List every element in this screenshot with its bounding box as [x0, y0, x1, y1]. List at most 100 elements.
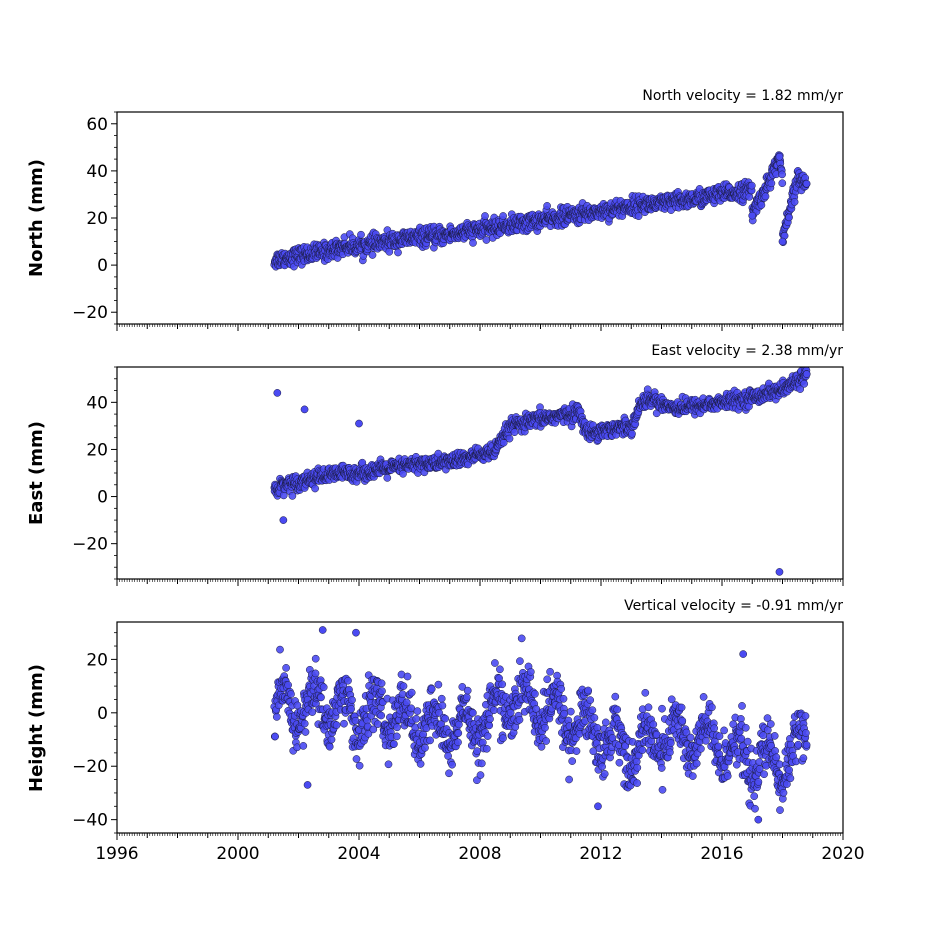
data-point — [546, 667, 554, 676]
data-point — [714, 742, 723, 751]
data-point — [373, 720, 382, 728]
data-point — [799, 754, 808, 762]
data-point — [271, 732, 279, 741]
data-point — [541, 723, 549, 732]
y-tick-label: 0 — [97, 704, 108, 724]
data-point — [311, 484, 319, 493]
outlier-point — [355, 419, 363, 428]
data-point — [496, 665, 504, 674]
east-panel: East velocity = 2.38 mm/yr East (mm) −20… — [26, 343, 844, 586]
data-point — [801, 712, 810, 720]
data-point — [802, 741, 811, 749]
data-point — [473, 747, 481, 755]
data-point — [649, 720, 658, 729]
data-point — [608, 734, 617, 742]
y-tick-label: −20 — [72, 535, 108, 555]
y-tick-label: 0 — [97, 256, 108, 276]
outlier-point — [318, 626, 327, 634]
data-point — [319, 683, 328, 692]
outlier-point — [273, 389, 282, 397]
data-point — [491, 659, 499, 667]
outlier-point — [802, 370, 811, 378]
data-point — [761, 192, 770, 201]
data-point — [572, 747, 581, 755]
data-point — [633, 779, 641, 787]
data-point — [754, 778, 763, 786]
data-point — [516, 657, 524, 665]
data-point — [454, 738, 462, 747]
data-point — [352, 755, 361, 763]
data-point — [559, 694, 568, 703]
data-point — [692, 759, 701, 768]
data-point — [738, 702, 746, 710]
data-point — [486, 715, 494, 723]
y-tick-label: −20 — [72, 757, 108, 777]
data-point — [557, 684, 566, 693]
y-tick-label: 40 — [86, 393, 108, 413]
data-point — [469, 239, 477, 247]
data-point — [542, 737, 550, 745]
y-tick-label: 60 — [86, 115, 108, 135]
outlier-point — [279, 516, 288, 524]
vertical-velocity-label: Vertical velocity = -0.91 mm/yr — [624, 598, 843, 614]
data-point — [458, 683, 467, 691]
data-point — [393, 723, 401, 732]
data-point — [715, 732, 724, 741]
data-point — [490, 706, 498, 715]
data-point — [485, 721, 494, 730]
data-point — [800, 379, 809, 388]
data-point — [421, 743, 429, 752]
height-y-axis-label: Height (mm) — [26, 664, 47, 792]
data-point — [441, 714, 450, 723]
data-points — [270, 151, 811, 271]
data-point — [697, 744, 705, 753]
data-point — [720, 726, 728, 735]
data-point — [332, 721, 341, 729]
data-point — [613, 705, 622, 714]
data-point — [771, 747, 779, 755]
data-point — [435, 708, 443, 717]
data-point — [398, 690, 407, 699]
data-point — [282, 664, 290, 672]
data-point — [392, 732, 401, 741]
data-point — [532, 705, 541, 713]
data-point — [526, 668, 535, 676]
y-tick-label: −20 — [72, 303, 108, 323]
data-point — [477, 759, 486, 768]
data-point — [667, 695, 676, 704]
outlier-point — [352, 628, 360, 637]
data-point — [311, 654, 320, 663]
data-point — [369, 725, 378, 734]
data-point — [785, 213, 793, 222]
data-point — [437, 694, 446, 703]
data-point — [796, 385, 805, 393]
data-point — [348, 696, 356, 704]
data-point — [641, 688, 650, 697]
data-point — [499, 212, 507, 220]
data-point — [743, 737, 752, 746]
data-point — [568, 757, 577, 765]
data-point — [394, 248, 402, 257]
data-point — [794, 740, 803, 749]
data-point — [403, 672, 412, 681]
data-point — [586, 696, 595, 704]
data-point — [666, 748, 674, 757]
north-velocity-label: North velocity = 1.82 mm/yr — [642, 88, 843, 104]
data-point — [476, 771, 485, 779]
data-point — [426, 736, 434, 745]
y-tick-label: 0 — [97, 488, 108, 508]
outlier-point — [594, 802, 602, 811]
data-point — [708, 703, 716, 712]
north-y-axis-label: North (mm) — [26, 159, 47, 277]
data-point — [510, 428, 519, 437]
data-point — [287, 690, 295, 698]
data-point — [311, 669, 320, 678]
data-point — [378, 687, 386, 695]
data-point — [658, 704, 666, 713]
data-point — [745, 193, 754, 201]
data-point — [390, 740, 398, 748]
data-point — [377, 679, 386, 688]
data-point — [634, 212, 643, 221]
data-point — [600, 770, 609, 778]
east-y-axis-label: East (mm) — [26, 421, 47, 525]
